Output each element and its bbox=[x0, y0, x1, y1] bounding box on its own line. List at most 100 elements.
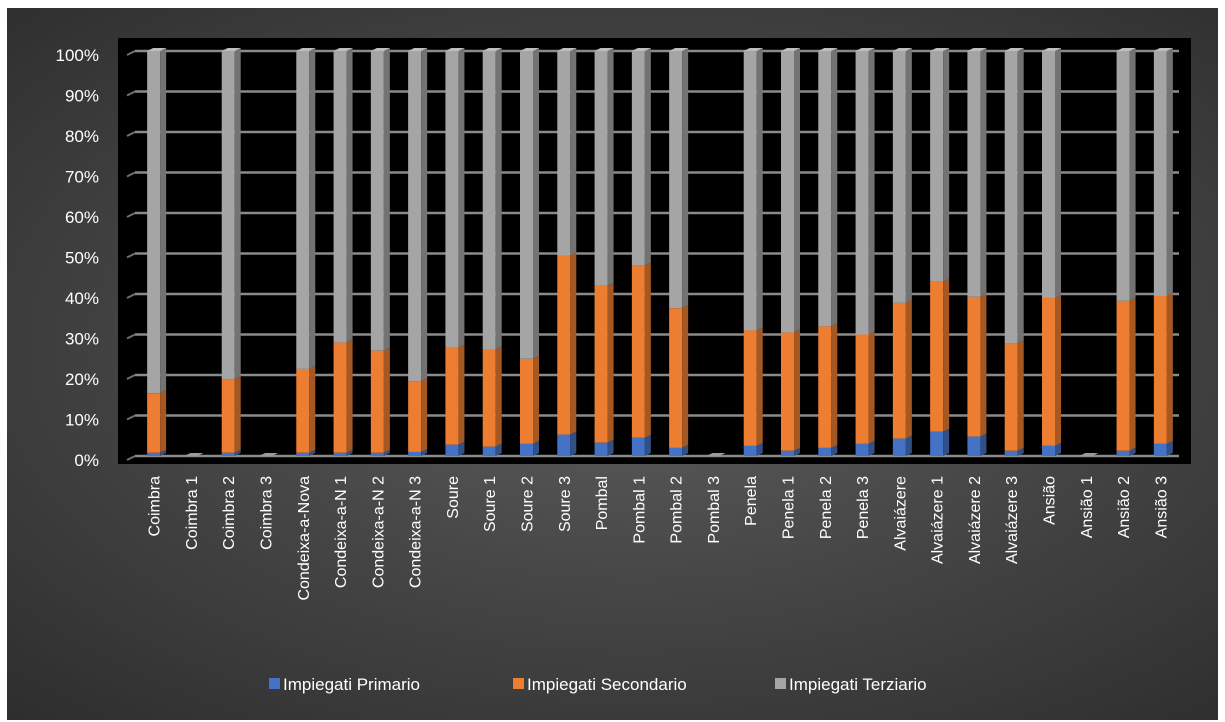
bar-side bbox=[1129, 447, 1136, 456]
y-tick-label: 90% bbox=[65, 87, 99, 106]
bar-segment-impiegati-secondario bbox=[445, 344, 465, 445]
bar-top bbox=[743, 48, 763, 51]
bar-segment-impiegati-secondario bbox=[221, 376, 241, 453]
plot-area bbox=[118, 38, 1191, 464]
bar-segment-impiegati-primario bbox=[296, 449, 316, 456]
bar-empty bbox=[184, 453, 204, 456]
bar-segment-impiegati-secondario bbox=[669, 305, 689, 448]
bar-front bbox=[594, 285, 608, 443]
bar-segment-impiegati-terziario bbox=[818, 48, 838, 327]
y-tick-label: 80% bbox=[65, 127, 99, 146]
bar-segment-impiegati-terziario bbox=[631, 48, 651, 266]
bar-side bbox=[1055, 48, 1061, 299]
bar-segment-impiegati-primario bbox=[855, 440, 875, 456]
bar-segment-impiegati-primario bbox=[482, 443, 502, 456]
bar-side bbox=[533, 440, 539, 456]
bar-segment-impiegati-terziario bbox=[557, 48, 577, 256]
bar-side bbox=[1129, 48, 1136, 301]
bars bbox=[147, 48, 1173, 456]
bar-segment-impiegati-terziario bbox=[1116, 48, 1136, 301]
bar-segment-impiegati-secondario bbox=[892, 299, 912, 439]
bar-front bbox=[743, 330, 757, 446]
bar-side bbox=[234, 449, 241, 456]
bar-segment-impiegati-primario bbox=[967, 433, 987, 456]
x-category-label: Coimbra 2 bbox=[221, 476, 238, 550]
bar-front bbox=[296, 51, 310, 369]
bar-segment-impiegati-terziario bbox=[221, 48, 241, 380]
bar-segment-impiegati-terziario bbox=[855, 48, 875, 335]
bar-segment-impiegati-secondario bbox=[370, 347, 390, 453]
bar-front bbox=[669, 51, 683, 309]
bar-side bbox=[905, 299, 912, 439]
bar-segment-impiegati-primario bbox=[818, 444, 838, 456]
bar-empty bbox=[259, 453, 278, 456]
bar-side bbox=[980, 433, 987, 456]
bar-segment-impiegati-secondario bbox=[520, 355, 539, 444]
bar-segment-impiegati-secondario bbox=[930, 278, 950, 432]
bar-front bbox=[1004, 450, 1018, 456]
legend-item: Impiegati Terziario bbox=[775, 675, 927, 694]
bar-front bbox=[408, 451, 422, 456]
bar-top bbox=[967, 48, 987, 51]
x-category-label: Penela 3 bbox=[855, 476, 872, 539]
bar-side bbox=[943, 48, 950, 282]
bar-top bbox=[520, 48, 539, 51]
bar-side bbox=[980, 293, 987, 437]
bar-segment-impiegati-terziario bbox=[669, 48, 689, 309]
bar-side bbox=[794, 329, 800, 451]
x-category-label: Coimbra 3 bbox=[259, 476, 276, 550]
x-category-label: Condeixa-a-N 2 bbox=[370, 476, 387, 588]
bar-side bbox=[831, 444, 838, 456]
bar-front bbox=[930, 51, 944, 282]
y-tick-label: 40% bbox=[65, 289, 99, 308]
bar-side bbox=[905, 48, 912, 303]
bar-top bbox=[781, 48, 800, 51]
bar-segment-impiegati-primario bbox=[370, 449, 390, 456]
bar-segment-impiegati-secondario bbox=[967, 293, 987, 437]
x-category-label: Alvaiázere bbox=[892, 476, 909, 551]
bar-segment-impiegati-primario bbox=[1153, 440, 1173, 456]
bar-top bbox=[1153, 48, 1173, 51]
bar-side bbox=[495, 48, 502, 350]
bar-segment-impiegati-terziario bbox=[930, 48, 950, 282]
legend-label: Impiegati Secondario bbox=[527, 675, 687, 694]
x-category-label: Pombal 1 bbox=[631, 476, 648, 544]
bar-side bbox=[570, 48, 577, 256]
bar-top bbox=[1116, 48, 1136, 51]
bar-front bbox=[1153, 51, 1167, 297]
bar-side bbox=[980, 48, 987, 297]
bar-front bbox=[967, 296, 981, 437]
bar-segment-impiegati-terziario bbox=[967, 48, 987, 297]
bar-side bbox=[458, 48, 465, 348]
bar-front bbox=[1153, 443, 1167, 456]
y-tick-label: 30% bbox=[65, 330, 99, 349]
bar-segment-impiegati-primario bbox=[594, 439, 614, 456]
y-tick-label: 100% bbox=[56, 46, 99, 65]
bar-segment-impiegati-primario bbox=[1042, 442, 1061, 456]
bar-front bbox=[370, 350, 384, 453]
bar-side bbox=[234, 48, 241, 380]
gridline-depth bbox=[126, 212, 136, 218]
bar-segment-impiegati-secondario bbox=[147, 390, 167, 453]
bar-top bbox=[333, 48, 353, 51]
bar-side bbox=[943, 428, 950, 456]
bar-segment-impiegati-secondario bbox=[1116, 297, 1136, 451]
bar-front bbox=[408, 51, 422, 382]
bar-side bbox=[644, 434, 651, 456]
bar-front bbox=[1116, 450, 1130, 456]
legend: Impiegati Primario Impiegati Secondario Im… bbox=[269, 675, 927, 694]
x-category-label: Soure 3 bbox=[557, 476, 574, 532]
bar-front bbox=[1042, 51, 1055, 299]
bar-segment-impiegati-primario bbox=[1004, 447, 1024, 456]
bar-empty bbox=[706, 453, 726, 456]
bar-side bbox=[346, 48, 353, 343]
bar-empty bbox=[1079, 453, 1099, 456]
bar-front bbox=[818, 51, 832, 327]
y-tick-label: 60% bbox=[65, 208, 99, 227]
bar-segment-impiegati-terziario bbox=[333, 48, 353, 343]
bar-side bbox=[682, 444, 689, 456]
bar-front bbox=[482, 349, 496, 447]
x-category-label: Penela bbox=[743, 476, 760, 526]
bar-front bbox=[221, 452, 235, 456]
x-category-label: Pombal bbox=[594, 476, 611, 530]
